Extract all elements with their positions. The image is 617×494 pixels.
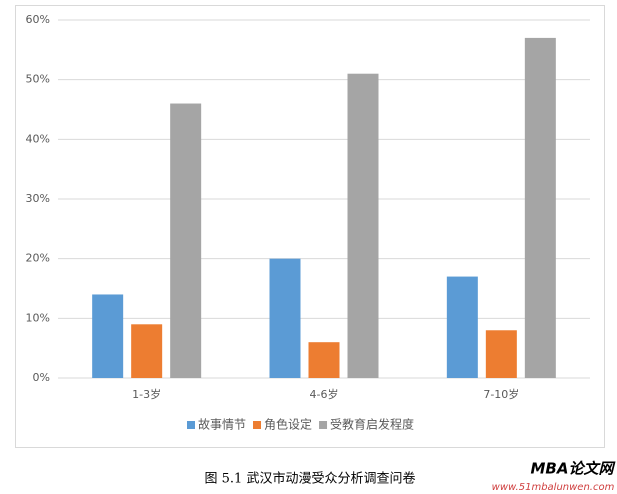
bar [308,342,340,378]
y-tick-label: 50% [26,73,50,86]
y-tick-label: 0% [33,371,50,384]
bar [485,330,517,378]
bar [446,276,478,378]
y-tick-label: 10% [26,311,50,324]
bar [131,324,163,378]
legend-label: 故事情节 [198,417,246,432]
caption: 图 5.1 武汉市动漫受众分析调查问卷 [205,471,416,487]
bar [170,103,202,379]
watermark: MBA论文网 [531,460,617,478]
legend-swatch [187,421,195,429]
x-tick-label: 4-6岁 [310,387,339,401]
legend-swatch [319,421,328,429]
bar [269,258,301,378]
x-tick-label: 1-3岁 [132,387,161,401]
legend-swatch [253,421,262,429]
legend-label: 受教育启发程度 [330,417,414,432]
y-tick-label: 30% [26,192,50,205]
bar [524,37,556,379]
watermark-url: www.51mbalunwen.com [492,482,615,493]
chart-border [15,5,605,448]
legend-label: 角色设定 [264,417,312,432]
y-tick-label: 60% [26,13,50,26]
y-tick-label: 40% [26,132,50,145]
y-tick-label: 20% [26,252,50,265]
x-tick-label: 7-10岁 [483,387,519,401]
bar [92,294,124,378]
bar [347,73,379,378]
